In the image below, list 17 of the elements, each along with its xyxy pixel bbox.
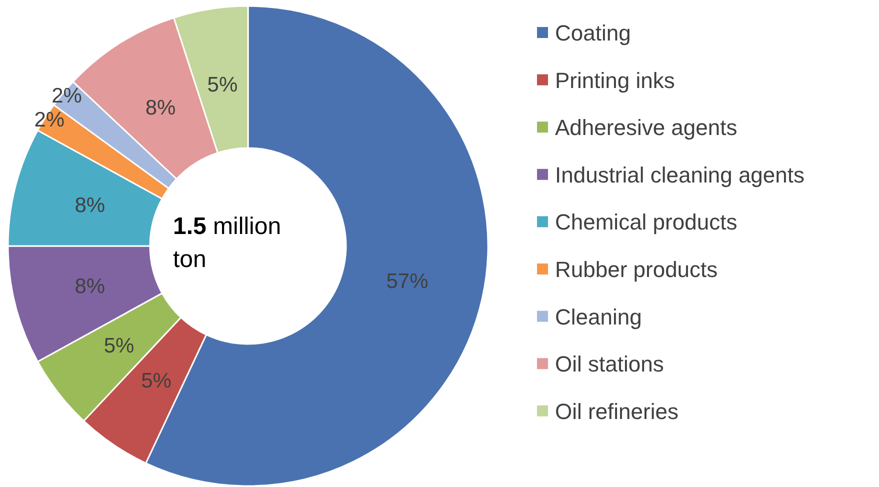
data-label: 57%	[386, 270, 428, 294]
legend-label: Rubber products	[555, 257, 718, 282]
data-label: 5%	[104, 334, 134, 358]
data-label: 8%	[74, 275, 106, 298]
legend-label: Industrial cleaning agents	[555, 162, 804, 188]
legend-label: Chemical products	[555, 210, 738, 235]
data-label: 5%	[207, 73, 238, 96]
legend-label: Oil refineries	[555, 398, 678, 424]
legend-label: Coating	[555, 20, 631, 46]
text: 1.5 million ton	[173, 213, 282, 273]
data-label: 8%	[74, 194, 106, 217]
legend-label: Printing inks	[555, 68, 675, 93]
legend-label: Oil stations	[555, 352, 664, 377]
data-label: 5%	[141, 369, 172, 392]
data-label: 8%	[145, 96, 176, 120]
legend-label: Cleaning	[555, 304, 642, 330]
legend-label: Adheresive agents	[555, 115, 738, 140]
